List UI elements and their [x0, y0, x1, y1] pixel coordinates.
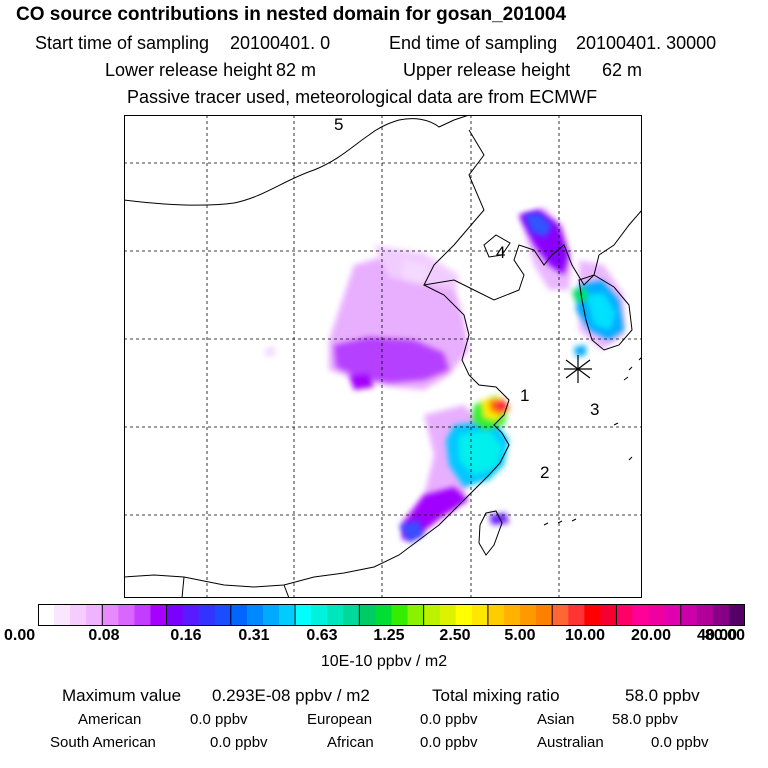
colorbar-cell	[487, 604, 505, 626]
region-label-2: 2	[540, 463, 549, 482]
region-value-african: 0.0 ppbv	[420, 734, 478, 751]
colorbar-cell	[295, 604, 312, 626]
colorbar-cell	[343, 604, 360, 626]
colorbar-tick-label: 1.25	[373, 627, 405, 644]
colorbar-tick-label: 0.00	[4, 627, 36, 644]
coastline-layer	[124, 115, 642, 598]
start-time-value: 20100401. 0	[230, 33, 331, 53]
end-time-label: End time of sampling	[389, 33, 558, 53]
colorbar-cell	[150, 604, 168, 626]
concentration-map: 1 2 3 4 5	[124, 115, 642, 598]
colorbar-cell	[311, 604, 328, 626]
colorbar-cell	[279, 604, 296, 626]
colorbar-cell	[728, 604, 745, 626]
colorbar-cell	[568, 604, 585, 626]
colorbar	[38, 604, 745, 626]
region-label-3: 3	[590, 400, 599, 419]
region-name-south-american: South American	[50, 734, 156, 751]
region-label-4: 4	[496, 243, 505, 262]
colorbar-cell	[182, 604, 200, 626]
colorbar-cell	[118, 604, 136, 626]
region-name-asian: Asian	[537, 711, 575, 728]
colorbar-tick-label: 20.00	[630, 627, 672, 644]
region-value-european: 0.0 ppbv	[420, 711, 478, 728]
colorbar-cell	[38, 604, 55, 626]
region-value-australian: 0.0 ppbv	[651, 734, 709, 751]
colorbar-cell	[520, 604, 537, 626]
colorbar-tick-label: 40.00	[696, 627, 738, 644]
colorbar-cell	[102, 604, 119, 626]
colorbar-tick-label: 80.00	[705, 627, 746, 644]
region-label-5: 5	[334, 115, 343, 134]
region-name-european: European	[307, 711, 373, 728]
colorbar-cell	[536, 604, 553, 626]
colorbar-cell	[391, 604, 409, 626]
colorbar-tick-label: 10.00	[564, 627, 606, 644]
colorbar-cell	[680, 604, 698, 626]
colorbar-cell	[70, 604, 87, 626]
colorbar-cell	[166, 604, 184, 626]
colorbar-tick-label: 0.16	[170, 627, 202, 644]
colorbar-cell	[664, 604, 682, 626]
colorbar-unit: 10E-10 ppbv / m2	[320, 653, 448, 670]
lower-height-value: 82 m	[276, 60, 317, 80]
colorbar-cell	[246, 604, 264, 626]
colorbar-cell	[262, 604, 280, 626]
colorbar-cell	[439, 604, 457, 626]
colorbar-cell	[584, 604, 601, 626]
plume-layer	[264, 207, 624, 543]
colorbar-cell	[86, 604, 103, 626]
end-time-value: 20100401. 30000	[576, 33, 717, 53]
map-title: CO source contributions in nested domain…	[16, 4, 567, 25]
colorbar-tick-label: 2.50	[439, 627, 471, 644]
colorbar-cell	[648, 604, 666, 626]
colorbar-cell	[230, 604, 248, 626]
colorbar-tick-label: 0.08	[88, 627, 120, 644]
max-value: 0.293E-08 ppbv / m2	[212, 686, 370, 705]
colorbar-cell	[375, 604, 393, 626]
upper-height-label: Upper release height	[403, 60, 571, 80]
total-mixing-ratio-label: Total mixing ratio	[432, 686, 560, 705]
upper-height-value: 62 m	[602, 60, 643, 80]
region-value-south-american: 0.0 ppbv	[210, 734, 268, 751]
colorbar-tick-label: 0.31	[238, 627, 270, 644]
colorbar-cell	[616, 604, 634, 626]
start-time-label: Start time of sampling	[35, 33, 210, 53]
colorbar-cell	[407, 604, 425, 626]
colorbar-cell	[327, 604, 344, 626]
colorbar-cell	[503, 604, 521, 626]
colorbar-cell	[632, 604, 650, 626]
colorbar-cell	[712, 604, 730, 626]
region-name-australian: Australian	[537, 734, 604, 751]
colorbar-cell	[198, 604, 216, 626]
colorbar-cell	[359, 604, 377, 626]
colorbar-cell	[134, 604, 152, 626]
colorbar-cell	[600, 604, 618, 626]
region-value-american: 0.0 ppbv	[190, 711, 248, 728]
region-name-african: African	[327, 734, 374, 751]
tracer-note: Passive tracer used, meteorological data…	[127, 87, 598, 107]
colorbar-cell	[471, 604, 489, 626]
colorbar-cell	[54, 604, 71, 626]
colorbar-cell	[455, 604, 473, 626]
colorbar-cell	[423, 604, 441, 626]
colorbar-cell	[696, 604, 714, 626]
colorbar-tick-label: 5.00	[504, 627, 536, 644]
region-name-american: American	[78, 711, 142, 728]
latlon-grid	[124, 115, 642, 598]
region-value-asian: 58.0 ppbv	[612, 711, 678, 728]
colorbar-cell	[214, 604, 232, 626]
total-mixing-ratio-value: 58.0 ppbv	[625, 686, 700, 705]
max-value-label: Maximum value	[62, 686, 182, 705]
colorbar-tick-label: 0.63	[306, 627, 338, 644]
colorbar-cell	[552, 604, 569, 626]
region-label-1: 1	[520, 386, 529, 405]
lower-height-label: Lower release height	[105, 60, 273, 80]
asterisk-icon	[564, 355, 592, 383]
